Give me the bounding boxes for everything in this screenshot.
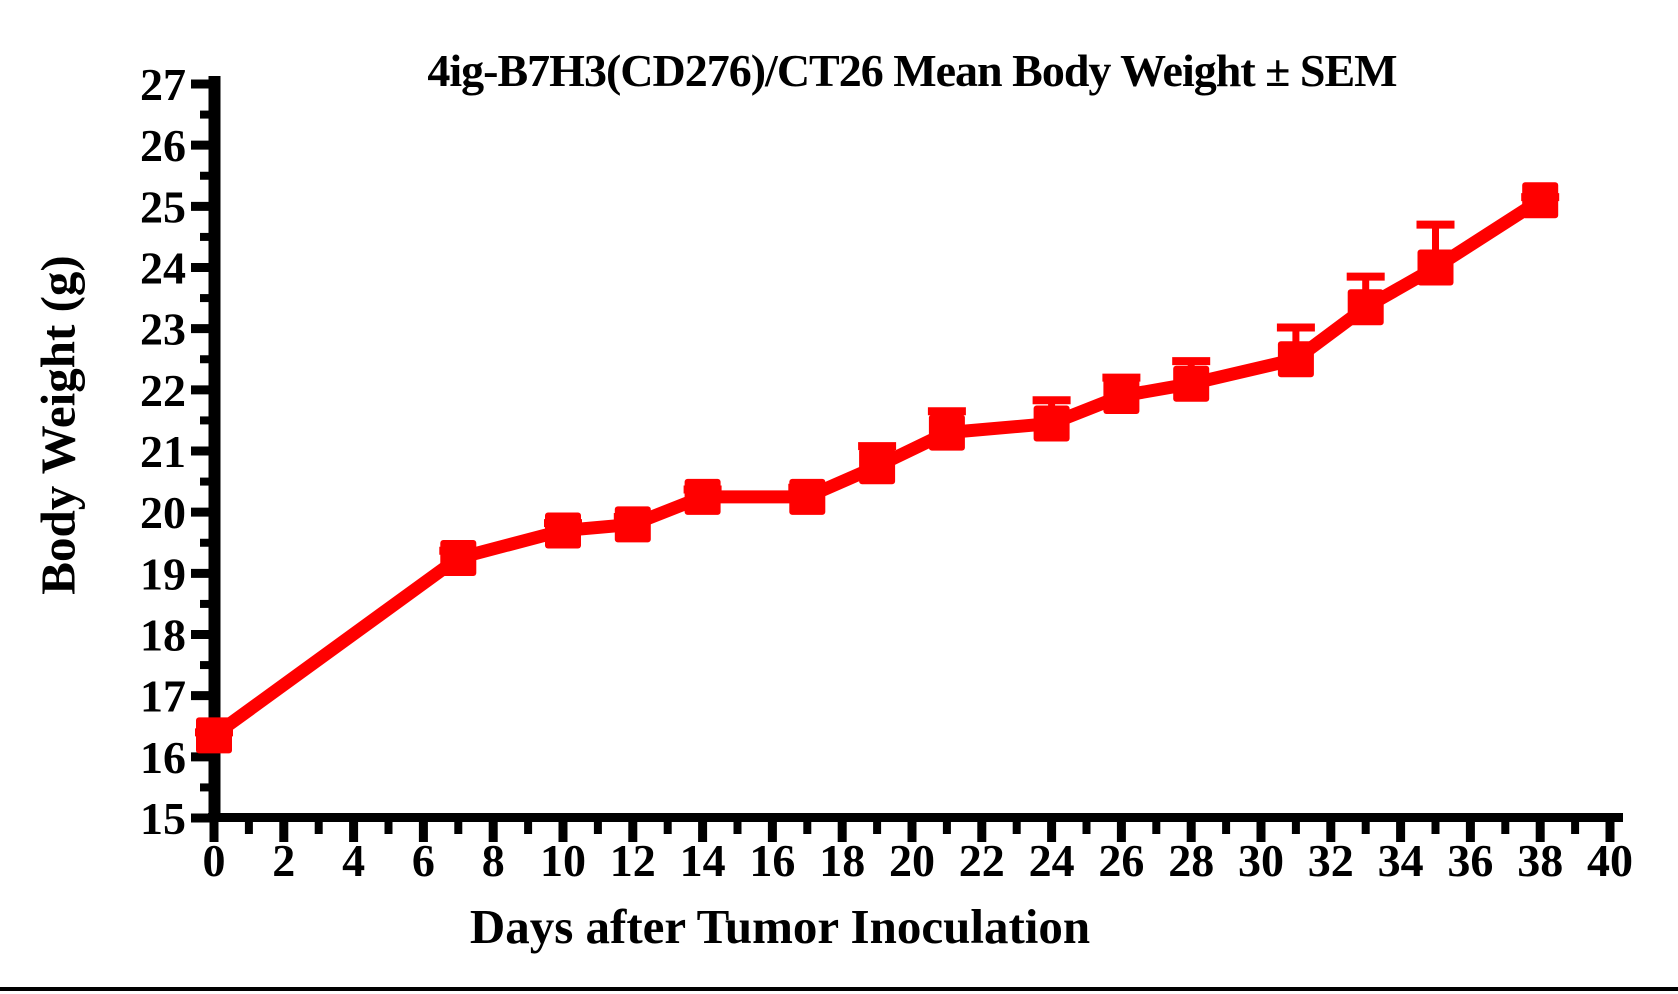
- x-tick-label: 40: [1587, 835, 1633, 886]
- x-tick-label: 38: [1517, 835, 1563, 886]
- x-tick-label: 8: [482, 835, 505, 886]
- data-point-marker: [1522, 182, 1559, 219]
- y-tick-label: 15: [140, 793, 186, 844]
- x-tick-label: 10: [540, 835, 586, 886]
- x-tick-label: 28: [1168, 835, 1214, 886]
- x-axis-label: Days after Tumor Inoculation: [469, 899, 1091, 954]
- x-tick-label: 6: [412, 835, 435, 886]
- data-point-marker: [1347, 289, 1384, 326]
- x-tick-label: 26: [1098, 835, 1144, 886]
- y-tick-label: 25: [140, 181, 186, 232]
- y-tick-label: 27: [140, 59, 186, 110]
- data-point-marker: [1173, 365, 1210, 402]
- x-tick-label: 0: [203, 835, 226, 886]
- x-tick-label: 32: [1308, 835, 1354, 886]
- chart-title: 4ig-B7H3(CD276)/CT26 Mean Body Weight ± …: [427, 45, 1397, 96]
- data-point-marker: [1277, 341, 1314, 378]
- x-tick-label: 22: [959, 835, 1005, 886]
- y-tick-label: 20: [140, 487, 186, 538]
- y-tick-label: 26: [140, 120, 186, 171]
- y-tick-label: 17: [140, 671, 186, 722]
- x-tick-label: 2: [272, 835, 295, 886]
- x-tick-label: 4: [342, 835, 365, 886]
- data-point-marker: [789, 478, 826, 515]
- x-tick-label: 14: [680, 835, 726, 886]
- y-tick-label: 18: [140, 610, 186, 661]
- data-point-marker: [1103, 377, 1140, 414]
- x-axis-ticks: 0 2 4 6 8 10 12 14 16 18 20 22 24 26 28 30 32 34 36 38 40: [203, 816, 1633, 886]
- x-tick-label: 36: [1447, 835, 1493, 886]
- y-tick-label: 19: [140, 548, 186, 599]
- data-point-marker: [1417, 249, 1454, 286]
- series-4ig-B7H3(CD276)/CT26 mean body weight: [195, 182, 1560, 754]
- data-point-marker: [859, 448, 896, 485]
- y-axis-ticks: 15 16 17 18 19 20 21 22 23 24 25 26 27: [140, 59, 216, 844]
- data-point-marker: [545, 512, 581, 549]
- x-tick-label: 12: [610, 835, 656, 886]
- data-point-marker: [1033, 405, 1070, 442]
- data-point-marker: [440, 540, 477, 577]
- y-tick-label: 23: [140, 304, 186, 355]
- y-tick-label: 21: [140, 426, 186, 477]
- x-tick-label: 30: [1238, 835, 1284, 886]
- y-tick-label: 16: [140, 732, 186, 783]
- data-point-marker: [614, 506, 651, 543]
- x-tick-label: 24: [1029, 835, 1075, 886]
- data-point-marker: [196, 717, 232, 754]
- x-tick-label: 18: [819, 835, 865, 886]
- x-tick-label: 16: [749, 835, 795, 886]
- x-tick-label: 34: [1378, 835, 1424, 886]
- y-tick-label: 24: [140, 243, 186, 294]
- y-tick-label: 22: [140, 365, 186, 416]
- data-point-marker: [928, 414, 965, 451]
- x-tick-label: 20: [889, 835, 935, 886]
- bottom-divider: [0, 987, 1678, 991]
- y-axis-label: Body Weight (g): [30, 255, 86, 595]
- data-point-marker: [684, 478, 721, 515]
